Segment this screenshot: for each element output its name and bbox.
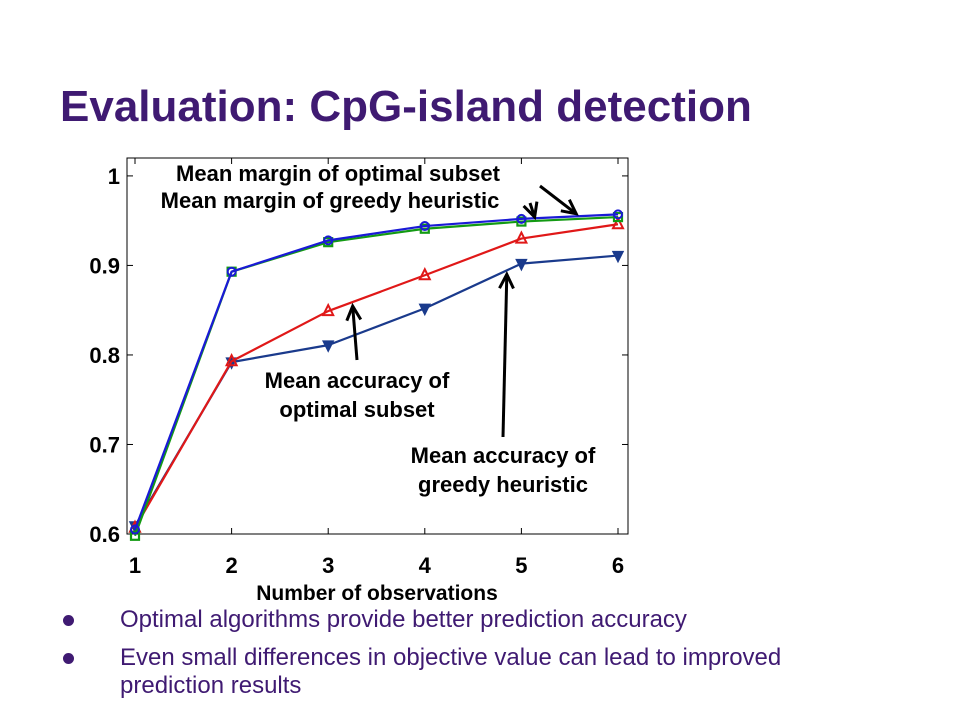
data-point (515, 258, 528, 272)
data-point (323, 235, 334, 246)
bullet-item: Even small differences in objective valu… (0, 644, 960, 700)
data-point (611, 216, 625, 230)
data-point (321, 302, 335, 317)
annotation-label: greedy heuristic (418, 472, 588, 497)
data-point (611, 250, 625, 264)
x-axis-label: Number of observations (256, 582, 498, 605)
x-tick-label: 3 (322, 553, 334, 578)
annotation-label: Mean accuracy of (411, 443, 596, 468)
bullet-dot-icon (63, 653, 74, 664)
bullet-dot-icon (63, 615, 74, 626)
x-tick-label: 1 (129, 553, 141, 578)
data-point (224, 352, 239, 367)
data-point (418, 267, 432, 281)
slide-title: Evaluation: CpG-island detection (60, 82, 752, 131)
x-tick-label: 2 (225, 553, 237, 578)
annotation-label: Mean accuracy of (265, 368, 450, 393)
data-point (516, 213, 527, 224)
data-point (226, 266, 237, 277)
data-point (419, 221, 430, 232)
data-point (418, 303, 432, 317)
data-point (130, 524, 140, 535)
x-tick-label: 5 (515, 553, 527, 578)
annotation-arrow (539, 184, 578, 215)
annotation-arrowhead (345, 302, 363, 322)
annotation-arrow (501, 274, 509, 438)
annotation-arrowhead (560, 199, 579, 216)
data-point (514, 230, 529, 244)
y-tick-label: 0.6 (89, 522, 120, 547)
annotation-label: Mean margin of optimal subset (176, 161, 501, 186)
chart-ticks: 1 2 3 4 5 6 0.6 0.7 0.8 0.9 1 (89, 158, 628, 578)
annotation-label: optimal subset (279, 397, 435, 422)
x-tick-label: 4 (419, 553, 432, 578)
data-point (321, 340, 335, 353)
annotation-label: Mean margin of greedy heuristic (161, 188, 500, 213)
data-point (613, 209, 623, 220)
chart-frame (126, 157, 629, 535)
bullet-text: Optimal algorithms provide better predic… (120, 606, 687, 633)
plot-frame (126, 157, 629, 535)
series-line (133, 213, 619, 530)
data-point (129, 530, 141, 541)
chart-series (128, 209, 625, 541)
bullet-list: Optimal algorithms provide better predic… (0, 606, 960, 710)
annotation-arrowhead (522, 201, 539, 221)
y-tick-label: 1 (108, 164, 120, 189)
series-line (134, 223, 619, 529)
annotation-arrowhead (498, 270, 515, 290)
annotation-arrow (351, 306, 359, 361)
bullet-item: Optimal algorithms provide better predic… (0, 606, 960, 634)
x-tick-label: 6 (612, 553, 624, 578)
bullet-text: Even small differences in objective valu… (120, 644, 782, 699)
y-tick-label: 0.7 (89, 432, 120, 457)
y-tick-label: 0.9 (89, 253, 120, 278)
y-tick-label: 0.8 (89, 343, 120, 368)
